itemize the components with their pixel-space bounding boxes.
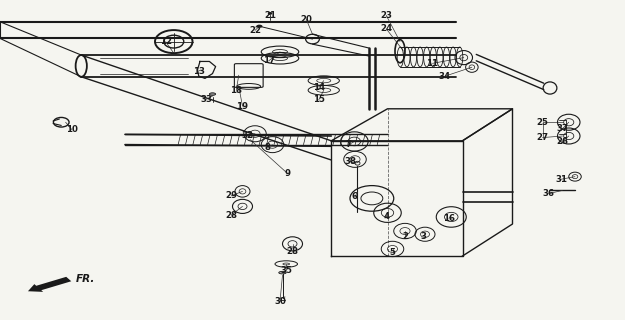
Text: 25: 25	[536, 118, 549, 127]
Text: 26: 26	[556, 137, 569, 146]
Text: 20: 20	[301, 15, 312, 24]
Text: 27: 27	[536, 133, 549, 142]
Text: 17: 17	[262, 56, 275, 65]
Text: 3: 3	[421, 232, 427, 241]
Text: 18: 18	[230, 86, 242, 95]
Text: 35: 35	[280, 266, 292, 275]
Ellipse shape	[268, 12, 272, 15]
Text: 22: 22	[249, 26, 261, 35]
Text: 13: 13	[192, 67, 205, 76]
Ellipse shape	[209, 93, 216, 95]
Text: 32: 32	[241, 132, 254, 140]
Text: 12: 12	[159, 37, 172, 46]
Text: 15: 15	[313, 95, 325, 104]
FancyArrow shape	[28, 277, 71, 292]
Ellipse shape	[279, 271, 286, 274]
Text: 31: 31	[555, 175, 568, 184]
Text: 34: 34	[439, 72, 451, 81]
Text: 19: 19	[236, 102, 249, 111]
Text: 21: 21	[264, 12, 276, 20]
Text: 2: 2	[402, 232, 408, 241]
Text: 8: 8	[264, 143, 271, 152]
Text: 28: 28	[225, 211, 238, 220]
Text: 30: 30	[274, 297, 286, 306]
Text: 5: 5	[389, 248, 396, 257]
Text: 7: 7	[346, 140, 352, 149]
Text: 16: 16	[442, 214, 455, 223]
Ellipse shape	[256, 25, 262, 28]
Text: 37: 37	[556, 124, 569, 133]
Text: 29: 29	[225, 191, 238, 200]
Text: 28: 28	[286, 247, 299, 256]
Text: 33: 33	[200, 95, 212, 104]
Text: 23: 23	[380, 11, 392, 20]
Text: 11: 11	[426, 59, 439, 68]
Text: 10: 10	[66, 125, 78, 134]
Text: 4: 4	[383, 212, 389, 221]
Text: 36: 36	[542, 189, 555, 198]
Text: 6: 6	[352, 192, 358, 201]
Text: 9: 9	[284, 169, 291, 178]
Text: 24: 24	[380, 24, 392, 33]
Text: 38: 38	[344, 157, 356, 166]
Text: FR.: FR.	[76, 274, 96, 284]
Text: 14: 14	[312, 83, 325, 92]
